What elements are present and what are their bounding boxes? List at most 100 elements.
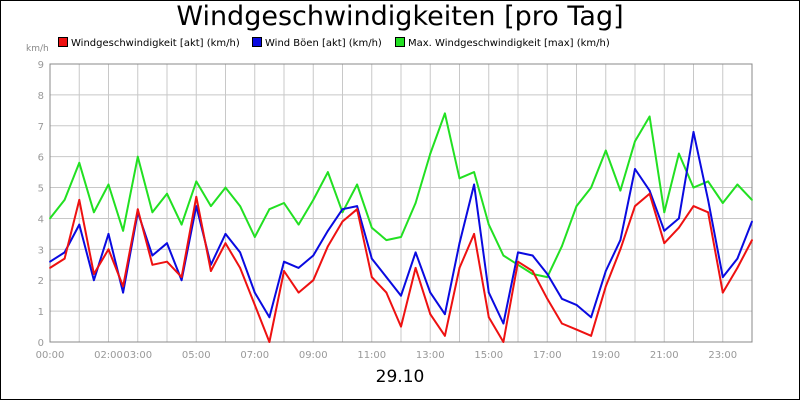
- data-point-0: [224, 242, 227, 245]
- data-point-1: [443, 313, 446, 316]
- y-tick-label: 5: [38, 184, 44, 195]
- data-point-2: [736, 183, 739, 186]
- data-point-1: [560, 297, 563, 300]
- data-point-2: [385, 239, 388, 241]
- chart-title: Windgeschwindigkeiten [pro Tag]: [176, 1, 624, 32]
- legend-swatch-red: [58, 37, 68, 47]
- data-point-2: [63, 199, 66, 201]
- data-point-2: [239, 205, 242, 207]
- data-point-0: [180, 276, 183, 279]
- data-point-1: [663, 229, 666, 232]
- data-point-2: [604, 149, 607, 152]
- data-point-2: [560, 245, 563, 248]
- data-point-1: [107, 232, 110, 235]
- data-point-0: [385, 291, 388, 294]
- data-point-0: [195, 195, 198, 198]
- data-point-2: [634, 140, 636, 143]
- data-point-2: [590, 186, 593, 189]
- data-point-0: [370, 276, 373, 279]
- data-point-1: [634, 168, 636, 170]
- data-point-2: [78, 161, 81, 164]
- y-tick-label: 6: [38, 153, 44, 164]
- data-point-2: [546, 276, 549, 279]
- data-point-1: [370, 257, 373, 260]
- data-point-2: [92, 211, 95, 214]
- data-point-1: [648, 189, 651, 192]
- data-point-0: [356, 208, 359, 211]
- data-point-0: [473, 232, 476, 235]
- data-point-1: [326, 229, 329, 232]
- data-point-2: [312, 199, 315, 201]
- data-point-2: [224, 186, 227, 189]
- data-point-0: [268, 341, 271, 343]
- data-point-0: [648, 192, 651, 195]
- data-point-2: [677, 152, 680, 155]
- data-point-1: [414, 251, 417, 254]
- legend-item-boeen: Wind Böen [akt] (km/h): [252, 37, 382, 49]
- x-tick-label: 23:00: [708, 350, 737, 361]
- data-point-0: [151, 263, 154, 266]
- data-point-0: [663, 242, 666, 245]
- data-point-0: [619, 248, 622, 251]
- data-point-1: [619, 239, 622, 241]
- data-point-0: [575, 328, 578, 331]
- data-point-0: [326, 245, 329, 248]
- data-point-1: [604, 270, 607, 272]
- data-point-1: [721, 276, 724, 279]
- data-point-2: [502, 254, 505, 257]
- data-point-0: [692, 205, 695, 207]
- legend-swatch-green: [395, 37, 405, 47]
- data-point-1: [166, 242, 168, 245]
- data-point-2: [326, 171, 329, 174]
- data-point-1: [575, 304, 578, 306]
- data-point-1: [473, 183, 476, 186]
- data-point-2: [195, 180, 198, 183]
- data-point-1: [707, 199, 710, 201]
- data-point-2: [751, 199, 753, 201]
- data-point-1: [312, 254, 315, 257]
- data-point-1: [224, 232, 227, 235]
- legend-swatch-blue: [252, 37, 262, 47]
- y-tick-label: 9: [38, 60, 44, 71]
- y-tick-label: 8: [38, 91, 44, 102]
- data-point-1: [180, 279, 183, 282]
- data-point-1: [429, 291, 432, 294]
- data-point-0: [136, 208, 139, 211]
- data-point-1: [677, 217, 680, 220]
- data-point-1: [151, 254, 154, 257]
- data-point-0: [312, 279, 315, 282]
- data-point-0: [49, 266, 51, 269]
- data-point-2: [473, 171, 476, 174]
- x-tick-label: 17:00: [533, 350, 562, 361]
- data-point-0: [78, 199, 81, 201]
- data-point-1: [400, 294, 402, 297]
- data-point-1: [253, 291, 256, 294]
- data-point-1: [736, 257, 739, 260]
- y-axis-unit: km/h: [26, 44, 49, 54]
- data-point-2: [136, 155, 139, 158]
- x-tick-label: 05:00: [182, 350, 211, 361]
- data-point-2: [166, 192, 168, 195]
- data-point-1: [268, 316, 271, 319]
- data-point-2: [619, 189, 622, 192]
- data-point-0: [517, 260, 519, 263]
- data-point-2: [663, 211, 666, 214]
- data-point-1: [487, 291, 490, 294]
- data-point-0: [604, 285, 607, 288]
- legend-item-max: Max. Windgeschwindigkeit [max] (km/h): [395, 37, 610, 49]
- x-tick-label: 21:00: [650, 350, 679, 361]
- data-point-0: [166, 260, 168, 263]
- data-point-2: [692, 186, 695, 189]
- data-point-1: [122, 291, 125, 294]
- data-point-2: [180, 223, 183, 226]
- legend-label-windgeschwindigkeit: Windgeschwindigkeit [akt] (km/h): [71, 38, 240, 49]
- data-point-0: [487, 316, 490, 319]
- data-point-0: [429, 313, 432, 316]
- data-point-2: [253, 236, 256, 238]
- data-point-2: [370, 226, 373, 229]
- data-point-2: [429, 152, 432, 155]
- data-point-1: [546, 273, 549, 275]
- data-point-2: [356, 183, 359, 186]
- data-point-2: [209, 205, 212, 207]
- x-tick-label: 00:00: [36, 350, 65, 361]
